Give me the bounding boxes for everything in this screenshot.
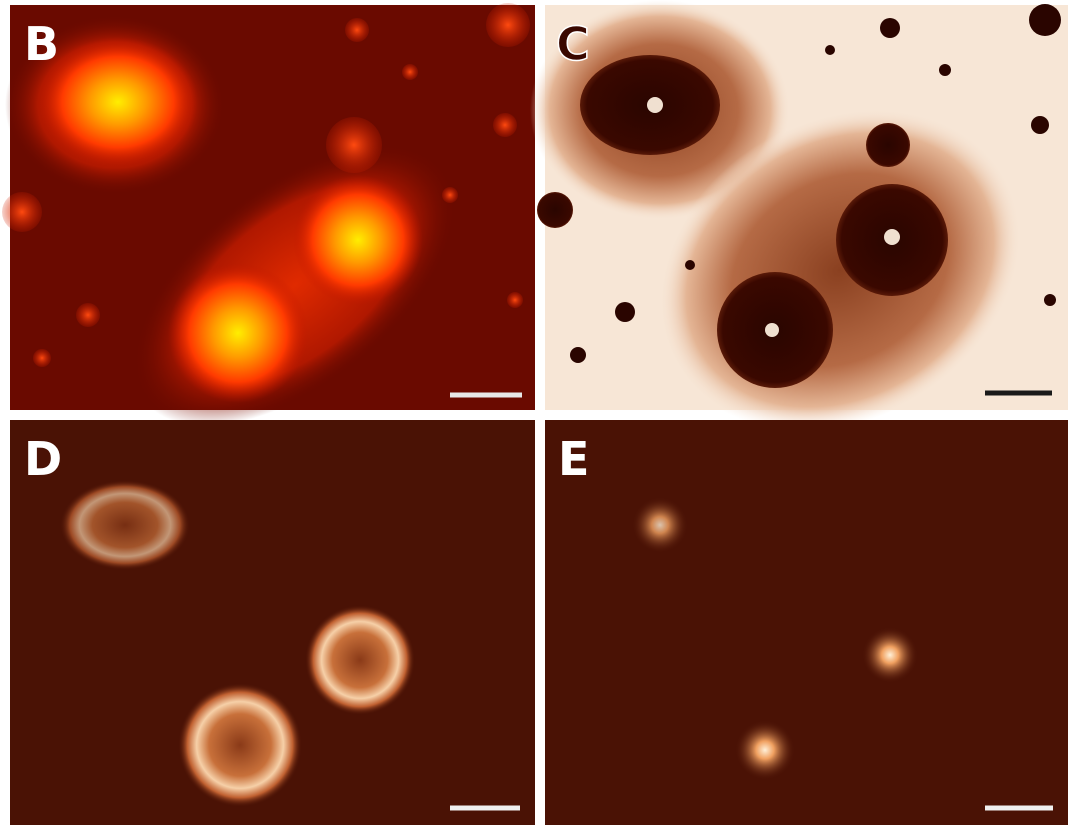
spot [735, 720, 795, 780]
dot [326, 117, 382, 173]
dot [2, 192, 42, 232]
core [765, 323, 779, 337]
panel-label: E [558, 432, 589, 486]
dot [507, 292, 523, 308]
dot [615, 302, 635, 322]
spot [862, 627, 918, 683]
core [647, 97, 663, 113]
dot [570, 347, 586, 363]
ring [60, 480, 190, 570]
dot [1029, 4, 1061, 36]
dot [486, 3, 530, 47]
particle [866, 123, 910, 167]
particle [537, 192, 573, 228]
panel-label: B [24, 17, 59, 71]
blob [38, 37, 198, 167]
panel-e: E [545, 420, 1068, 825]
spot [632, 497, 688, 553]
panel-label: D [24, 432, 62, 486]
page: B C D [0, 0, 1074, 828]
dot [442, 187, 458, 203]
panel-d: D [10, 420, 535, 825]
panel-label: C [556, 17, 590, 71]
ring [178, 683, 302, 807]
dot [685, 260, 695, 270]
dot [825, 45, 835, 55]
figure: B C D [0, 0, 1074, 828]
dot [402, 64, 418, 80]
ring [305, 605, 415, 715]
panel-b: B [2, 3, 535, 481]
panel-background [545, 420, 1068, 825]
dot [345, 18, 369, 42]
dot [493, 113, 517, 137]
dot [1044, 294, 1056, 306]
blob [168, 263, 308, 403]
dot [33, 349, 51, 367]
core [884, 229, 900, 245]
dot [880, 18, 900, 38]
blob [293, 175, 423, 305]
dot [1031, 116, 1049, 134]
dot [76, 303, 100, 327]
dot [939, 64, 951, 76]
